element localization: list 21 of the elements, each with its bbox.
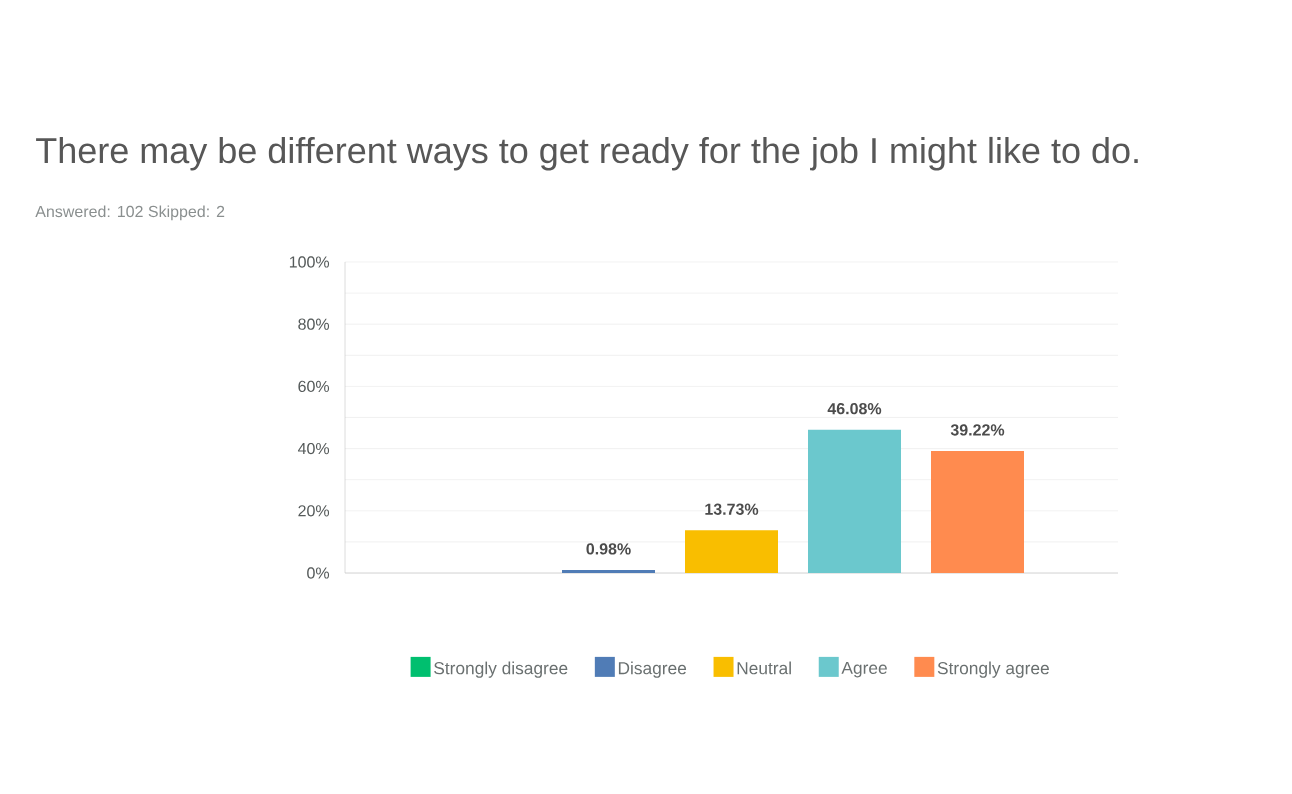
legend-label: Strongly disagree (434, 661, 568, 678)
bar (931, 451, 1024, 573)
legend-label: Neutral (737, 661, 791, 675)
bar (685, 530, 778, 573)
chart-title: There may be different ways to get ready for the job I might like to do. (36, 136, 1138, 171)
legend-label: Disagree (618, 661, 687, 678)
y-tick-label: 0% (307, 567, 330, 579)
y-tick-label: 100% (289, 256, 330, 268)
bar (562, 569, 655, 573)
y-tick-label: 80% (298, 318, 330, 330)
text: Answered: 102 Skipped: 2 (35, 205, 225, 221)
legend-label: Agree (841, 661, 887, 678)
data-label: 39.22% (950, 424, 1005, 436)
bar (808, 429, 901, 573)
y-tick-label: 60% (298, 380, 330, 393)
legend-label: Strongly agree (937, 661, 1049, 678)
data-label: 46.08% (827, 402, 882, 415)
y-tick-label: 40% (297, 442, 330, 455)
y-tick-label: 20% (298, 505, 330, 517)
data-label: 0.98% (586, 543, 631, 555)
data-label: 13.73% (705, 503, 759, 515)
